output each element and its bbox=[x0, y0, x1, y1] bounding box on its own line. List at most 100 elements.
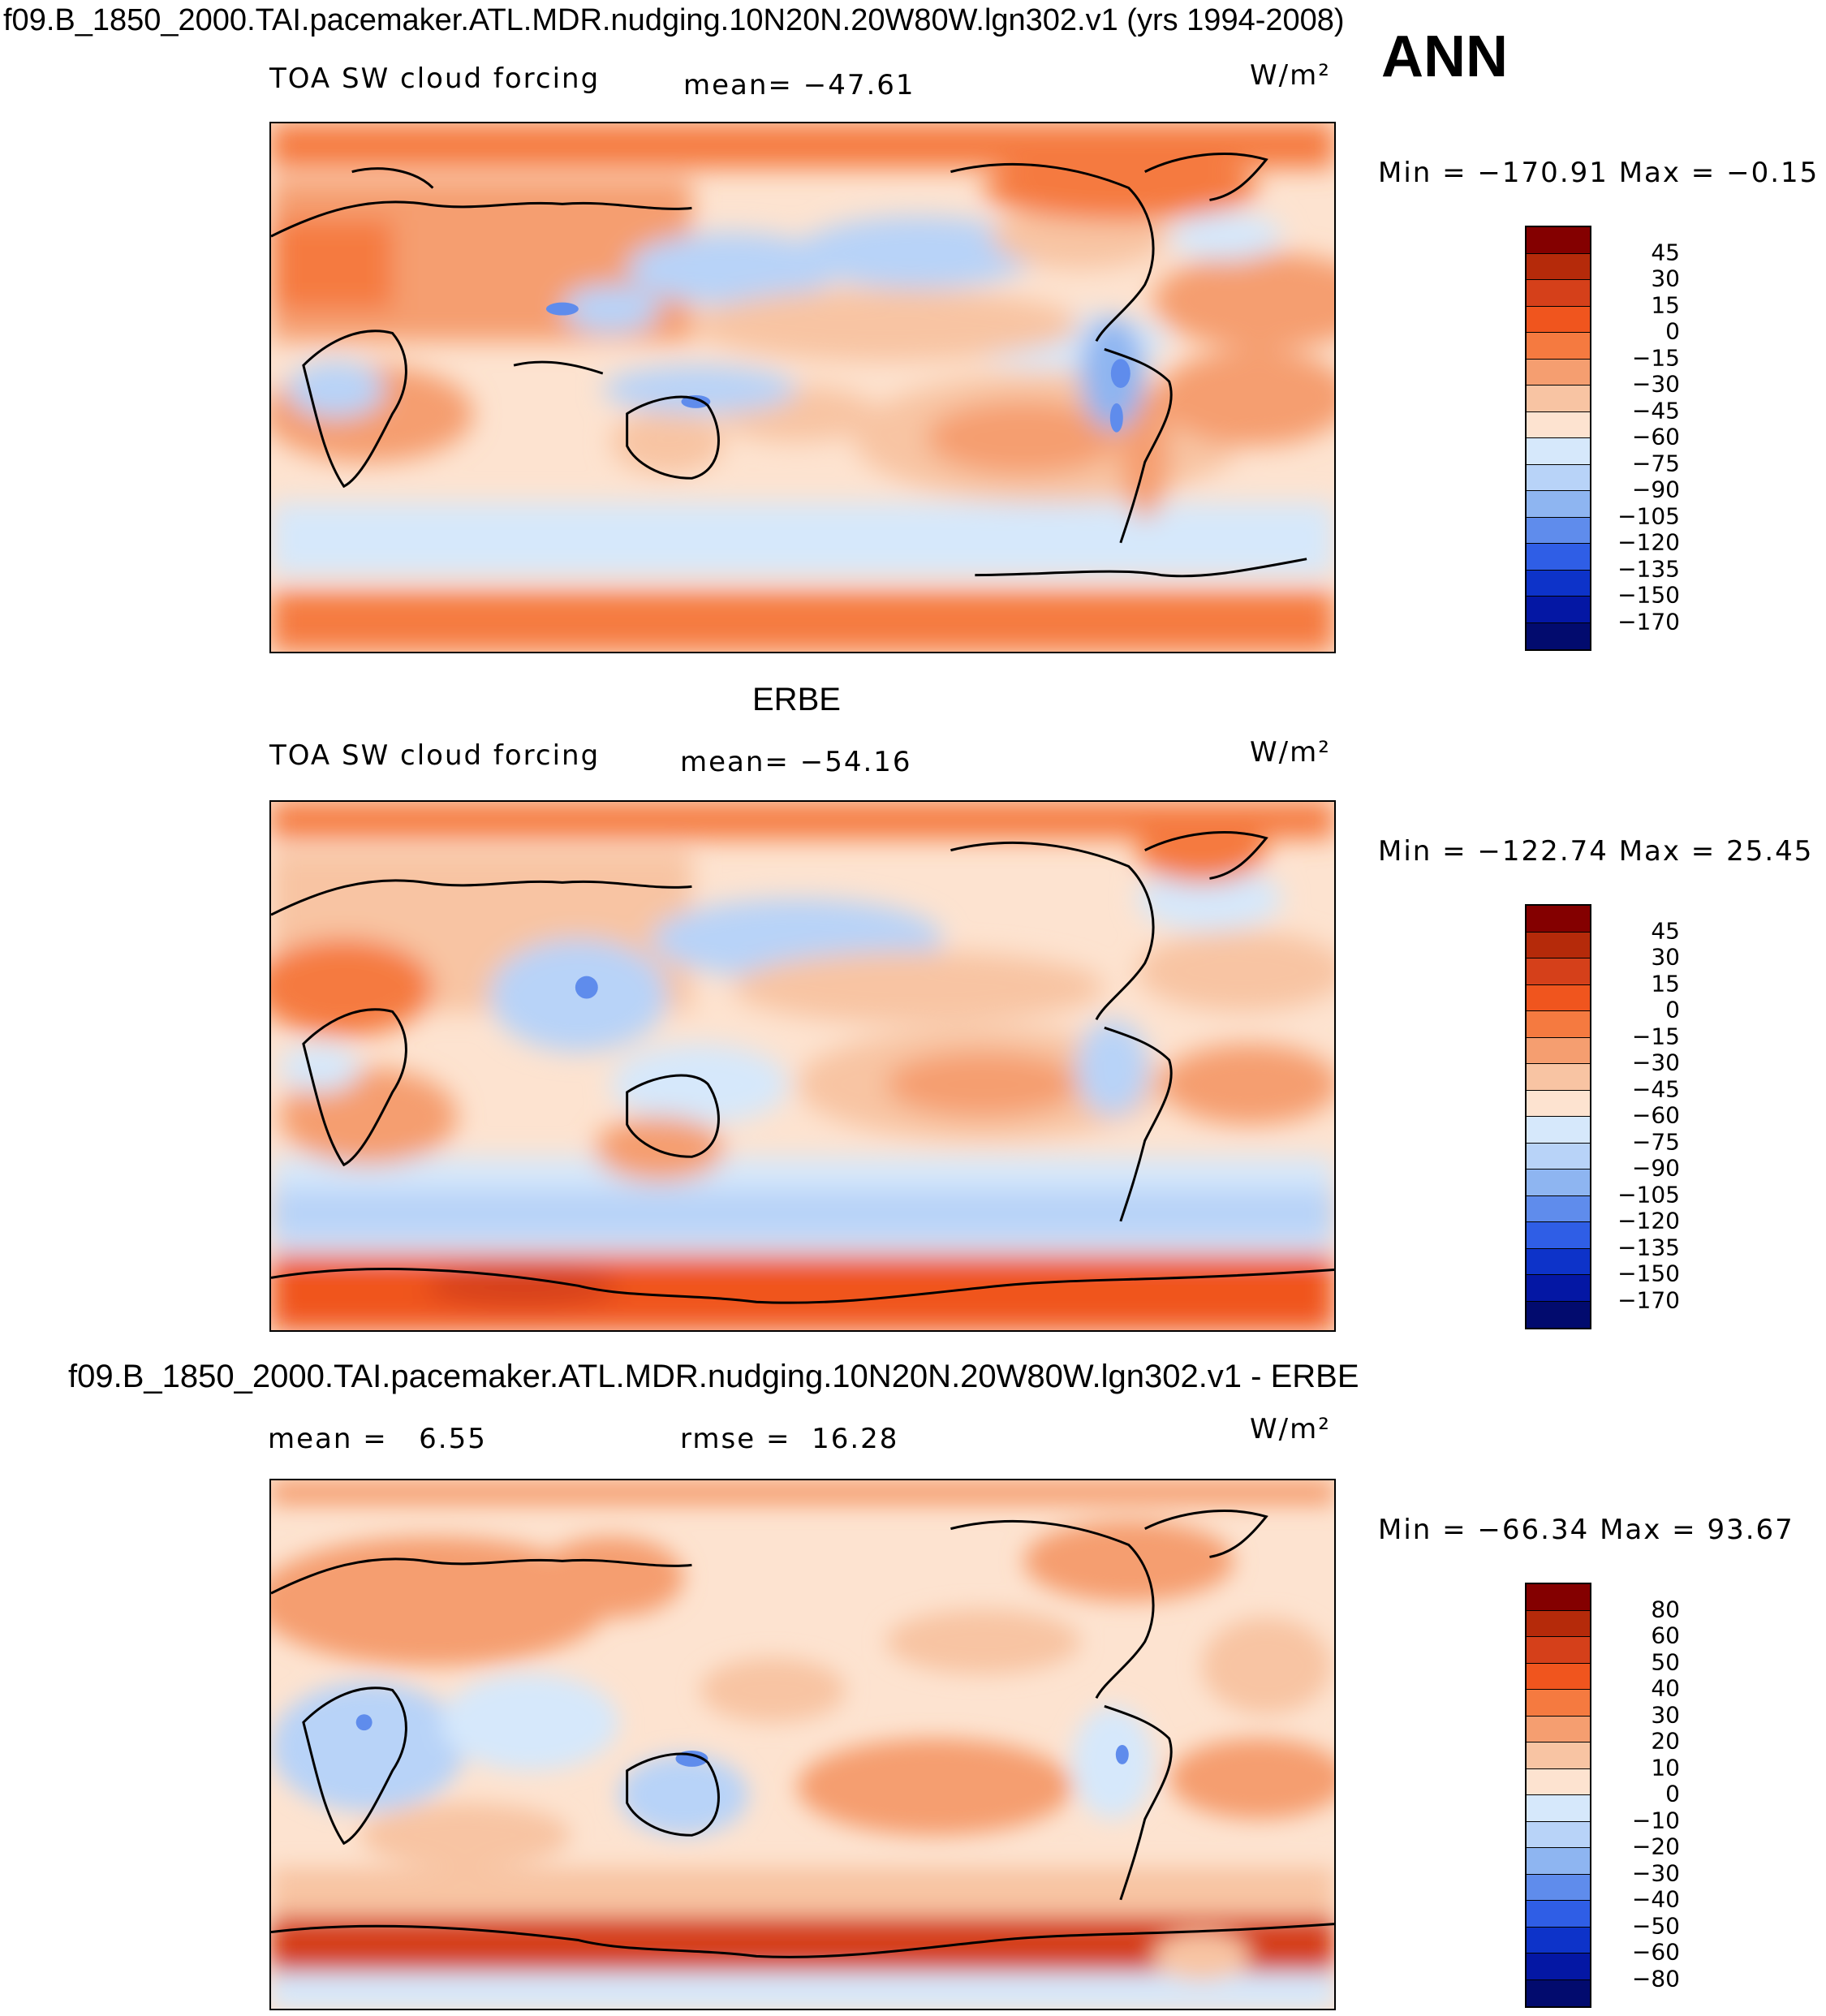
colorbar-tick-label: −15 bbox=[1631, 344, 1680, 371]
colorbar-swatch bbox=[1527, 1037, 1590, 1064]
colorbar-swatch bbox=[1527, 597, 1590, 623]
colorbar-tick-label: 50 bbox=[1651, 1648, 1680, 1675]
colorbar-swatch bbox=[1527, 1301, 1590, 1328]
colorbar-swatch bbox=[1527, 984, 1590, 1011]
panel-subtitle: ERBE bbox=[752, 682, 841, 717]
colorbar-tick-label: −150 bbox=[1617, 581, 1680, 609]
colorbar-swatch bbox=[1527, 544, 1590, 571]
colorbar-tick-label: −135 bbox=[1617, 555, 1680, 582]
colorbar-swatch bbox=[1527, 1821, 1590, 1848]
colorbar-swatch bbox=[1527, 1170, 1590, 1196]
colorbar-tick-label: 0 bbox=[1665, 1780, 1680, 1807]
colorbar-tick-label: −60 bbox=[1631, 1101, 1680, 1129]
min-max-label: Min = −170.91 Max = −0.15 bbox=[1378, 157, 1820, 189]
colorbar-tick-label: −120 bbox=[1617, 1207, 1680, 1234]
colorbar-tick-label: −150 bbox=[1617, 1260, 1680, 1287]
colorbar-tick-label: 30 bbox=[1651, 265, 1680, 292]
contour-map bbox=[269, 1479, 1336, 2010]
min-max-label: Min = −66.34 Max = 93.67 bbox=[1378, 1514, 1794, 1546]
colorbar-swatch bbox=[1527, 1979, 1590, 2006]
mean-value: −54.16 bbox=[799, 746, 912, 778]
colorbar-swatch bbox=[1527, 280, 1590, 307]
colorbar-swatch bbox=[1527, 1848, 1590, 1875]
mean-label: mean= −47.61 bbox=[683, 69, 915, 101]
colorbar-tick-label: −60 bbox=[1631, 423, 1680, 450]
colorbar-swatch bbox=[1527, 958, 1590, 985]
colorbar-swatch bbox=[1527, 333, 1590, 360]
colorbar-tick-label: 20 bbox=[1651, 1727, 1680, 1755]
contour-map bbox=[269, 800, 1336, 1332]
colorbar-tick-label: 80 bbox=[1651, 1596, 1680, 1622]
colorbar-swatch bbox=[1527, 1011, 1590, 1038]
mean-label: mean = 6.55 bbox=[268, 1423, 487, 1455]
colorbar-tick-label: −10 bbox=[1631, 1807, 1680, 1833]
colorbar-swatch bbox=[1527, 570, 1590, 597]
colorbar-tick-label: −170 bbox=[1617, 608, 1680, 635]
variable-label: TOA SW cloud forcing bbox=[269, 739, 601, 772]
colorbar-tick-label: 15 bbox=[1651, 291, 1680, 318]
colorbar-swatch bbox=[1527, 1927, 1590, 1954]
colorbar-tick-label: 40 bbox=[1651, 1674, 1680, 1702]
colorbar-tick-label: −60 bbox=[1631, 1938, 1680, 1966]
contour-map bbox=[269, 122, 1336, 653]
units-label: W/m² bbox=[1250, 736, 1331, 769]
units-label: W/m² bbox=[1250, 59, 1331, 92]
colorbar-tick-label: −20 bbox=[1631, 1833, 1680, 1860]
map-canvas bbox=[271, 802, 1334, 1330]
figure-title: f09.B_1850_2000.TAI.pacemaker.ATL.MDR.nu… bbox=[3, 3, 1345, 37]
colorbar-tick-label: −90 bbox=[1631, 1154, 1680, 1182]
colorbar-swatch bbox=[1527, 1090, 1590, 1117]
colorbar-swatch bbox=[1527, 1716, 1590, 1742]
colorbar-tick-label: −30 bbox=[1631, 1859, 1680, 1886]
colorbar-swatch bbox=[1527, 306, 1590, 333]
map-canvas bbox=[271, 1480, 1334, 2009]
colorbar-swatch bbox=[1527, 1275, 1590, 1302]
colorbar-tick-label: −75 bbox=[1631, 1128, 1680, 1155]
colorbar bbox=[1525, 904, 1591, 1329]
rmse-value: 16.28 bbox=[812, 1423, 899, 1455]
colorbar-tick-label: 10 bbox=[1651, 1754, 1680, 1781]
colorbar-tick-label: −105 bbox=[1617, 1181, 1680, 1208]
colorbar-swatch bbox=[1527, 906, 1590, 933]
colorbar-tick-label: −75 bbox=[1631, 450, 1680, 476]
colorbar-swatch bbox=[1527, 227, 1590, 254]
colorbar-tick-label: 45 bbox=[1651, 917, 1680, 944]
colorbar-tick-label: −45 bbox=[1631, 1075, 1680, 1102]
colorbar-swatch bbox=[1527, 491, 1590, 518]
colorbar-tick-label: −170 bbox=[1617, 1286, 1680, 1313]
colorbar-tick-label: −40 bbox=[1631, 1885, 1680, 1913]
colorbar bbox=[1525, 226, 1591, 651]
colorbar-swatch bbox=[1527, 1143, 1590, 1170]
colorbar-swatch bbox=[1527, 386, 1590, 412]
colorbar-swatch bbox=[1527, 517, 1590, 544]
colorbar-swatch bbox=[1527, 438, 1590, 465]
colorbar-tick-label: 45 bbox=[1651, 239, 1680, 265]
colorbar-swatch bbox=[1527, 464, 1590, 491]
mean-value: 6.55 bbox=[419, 1423, 487, 1455]
colorbar-tick-label: 60 bbox=[1651, 1622, 1680, 1649]
colorbar-swatch bbox=[1527, 1610, 1590, 1637]
colorbar-swatch bbox=[1527, 1584, 1590, 1611]
colorbar-swatch bbox=[1527, 1874, 1590, 1901]
colorbar-swatch bbox=[1527, 1742, 1590, 1769]
map-canvas bbox=[271, 123, 1334, 652]
colorbar-swatch bbox=[1527, 932, 1590, 958]
colorbar-swatch bbox=[1527, 1901, 1590, 1928]
colorbar-tick-label: −120 bbox=[1617, 528, 1680, 556]
rmse-label: rmse = 16.28 bbox=[680, 1423, 899, 1455]
variable-label: TOA SW cloud forcing bbox=[269, 62, 601, 95]
colorbar-swatch bbox=[1527, 1195, 1590, 1222]
colorbar-tick-label: 0 bbox=[1665, 996, 1680, 1023]
colorbar-swatch bbox=[1527, 622, 1590, 649]
colorbar-swatch bbox=[1527, 1117, 1590, 1144]
colorbar-swatch bbox=[1527, 1663, 1590, 1690]
colorbar-tick-label: 15 bbox=[1651, 970, 1680, 997]
colorbar-swatch bbox=[1527, 411, 1590, 438]
panel-subtitle: f09.B_1850_2000.TAI.pacemaker.ATL.MDR.nu… bbox=[68, 1359, 1359, 1394]
colorbar-tick-label: −45 bbox=[1631, 397, 1680, 424]
colorbar bbox=[1525, 1583, 1591, 2008]
colorbar-tick-label: −90 bbox=[1631, 476, 1680, 503]
units-label: W/m² bbox=[1250, 1413, 1331, 1445]
colorbar-swatch bbox=[1527, 1064, 1590, 1091]
